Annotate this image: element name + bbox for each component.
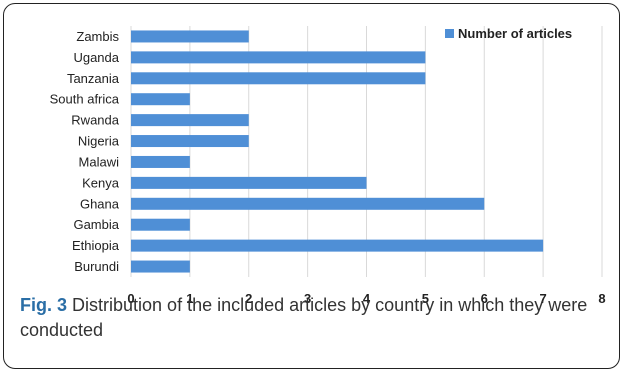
x-tick-label: 3 bbox=[304, 291, 311, 306]
x-tick-label: 2 bbox=[245, 291, 252, 306]
bar bbox=[131, 135, 249, 148]
figure-caption: Fig. 3 Distribution of the included arti… bbox=[20, 293, 612, 343]
category-labels: Zambis Uganda Tanzania South africa Rwanda Ni… bbox=[50, 29, 120, 274]
category-label: Ghana bbox=[80, 196, 120, 211]
bar bbox=[131, 93, 190, 106]
x-tick-label: 7 bbox=[540, 291, 547, 306]
bars bbox=[131, 30, 544, 273]
category-label: Nigeria bbox=[78, 134, 120, 149]
bar bbox=[131, 155, 190, 168]
category-label: Ethiopia bbox=[72, 238, 120, 253]
bar bbox=[131, 218, 190, 231]
bar bbox=[131, 72, 426, 85]
category-label: South africa bbox=[50, 92, 120, 107]
category-label: Zambis bbox=[76, 29, 119, 44]
x-tick-label: 1 bbox=[186, 291, 193, 306]
category-label: Tanzania bbox=[67, 71, 120, 86]
category-label: Malawi bbox=[79, 154, 120, 169]
bar bbox=[131, 239, 544, 252]
caption-text: Distribution of the included articles by… bbox=[20, 295, 588, 340]
category-label: Uganda bbox=[73, 50, 119, 65]
x-tick-label: 0 bbox=[127, 291, 134, 306]
x-tick-label: 4 bbox=[363, 291, 371, 306]
bar bbox=[131, 51, 426, 64]
bar bbox=[131, 114, 249, 127]
x-tick-label: 8 bbox=[598, 291, 605, 306]
legend-label: Number of articles bbox=[458, 26, 572, 41]
bar-chart: Zambis Uganda Tanzania South africa Rwanda Ni… bbox=[50, 26, 606, 306]
x-tick-labels: 0 1 2 3 4 5 6 7 8 bbox=[127, 291, 605, 306]
category-label: Burundi bbox=[74, 259, 119, 274]
category-label: Kenya bbox=[82, 175, 120, 190]
legend-swatch bbox=[445, 29, 454, 38]
figure-label: Fig. 3 bbox=[20, 295, 68, 315]
x-tick-label: 5 bbox=[422, 291, 429, 306]
bar bbox=[131, 176, 367, 189]
bar bbox=[131, 260, 190, 273]
x-tick-label: 6 bbox=[481, 291, 488, 306]
bar bbox=[131, 30, 249, 43]
category-label: Gambia bbox=[73, 217, 119, 232]
legend: Number of articles bbox=[445, 26, 572, 41]
bar bbox=[131, 197, 485, 210]
category-label: Rwanda bbox=[71, 113, 119, 128]
gridlines bbox=[130, 26, 603, 277]
